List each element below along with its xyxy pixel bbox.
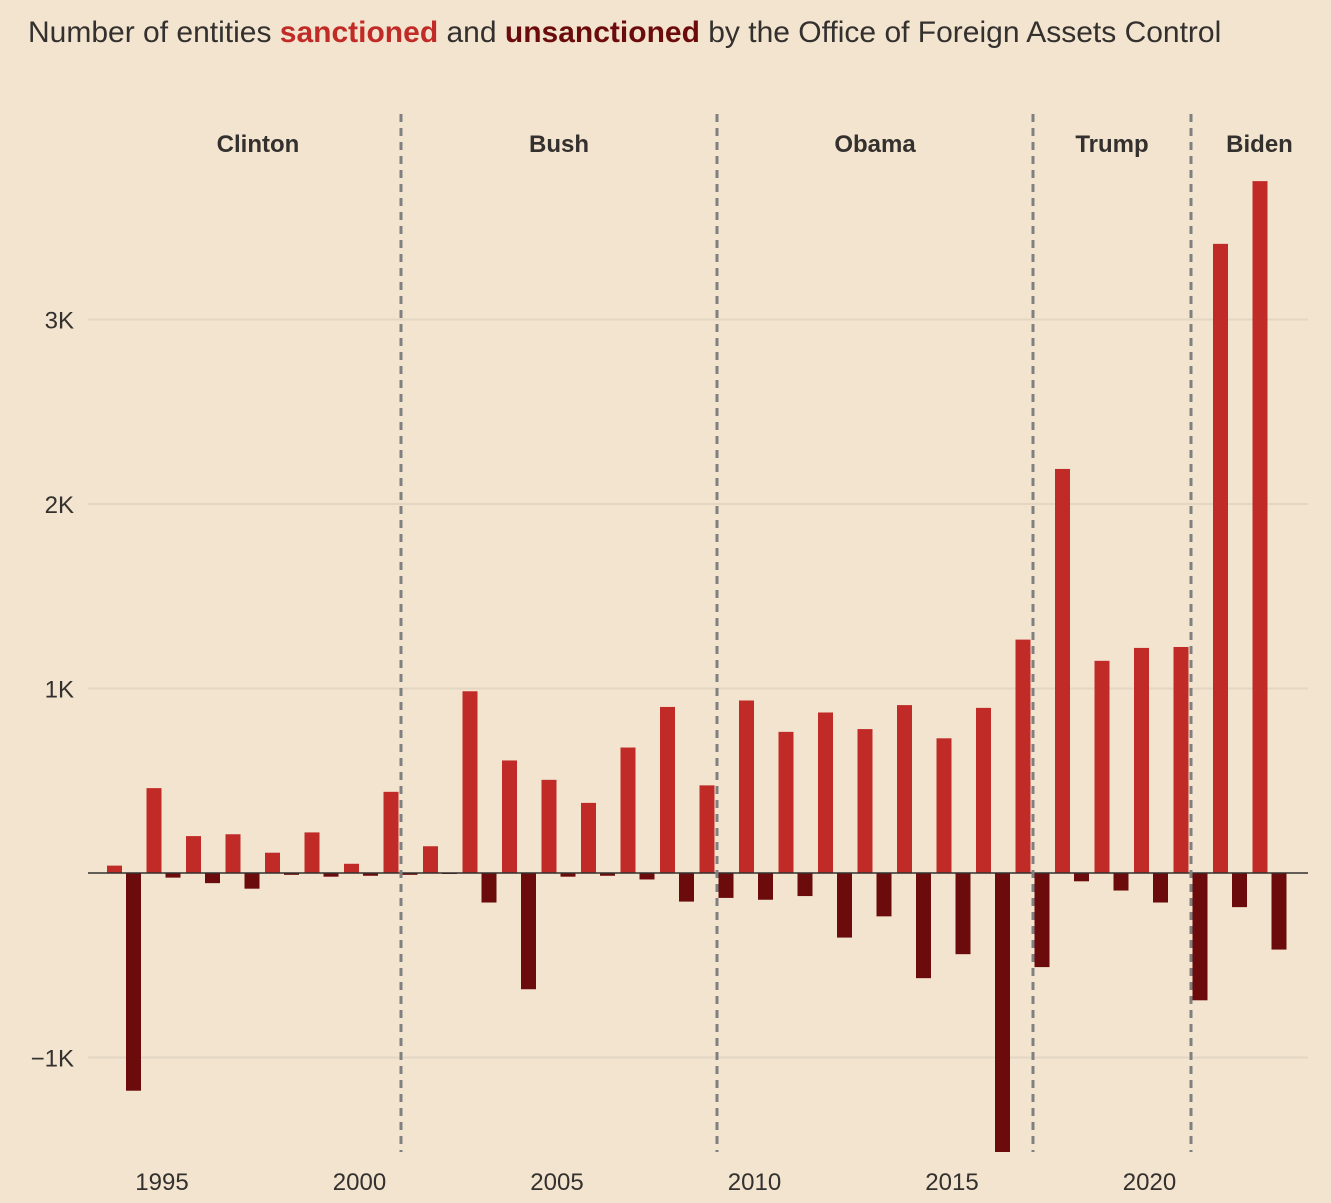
bar-sanctioned xyxy=(581,802,596,873)
x-tick-label: 1995 xyxy=(135,1169,188,1196)
bar-sanctioned xyxy=(778,731,794,873)
x-tick-label: 2010 xyxy=(728,1169,781,1196)
legend-sanctioned: sanctioned xyxy=(279,16,439,49)
bar-sanctioned xyxy=(976,707,991,873)
bar-unsanctioned xyxy=(205,873,220,884)
bar-unsanctioned xyxy=(363,873,378,876)
bar-sanctioned xyxy=(186,836,201,873)
title-prefix: Number of entities xyxy=(28,16,280,49)
period-label: Trump xyxy=(1075,131,1148,158)
bar-unsanctioned xyxy=(1232,873,1247,908)
bar-unsanctioned xyxy=(1034,873,1050,968)
title-suffix: by the Office of Foreign Assets Control xyxy=(699,16,1222,49)
bar-sanctioned xyxy=(344,863,359,873)
bar-unsanctioned xyxy=(916,873,931,979)
bar-sanctioned xyxy=(739,700,754,873)
y-tick-label: −1K xyxy=(31,1046,74,1073)
bar-unsanctioned xyxy=(600,873,615,876)
bar-unsanctioned xyxy=(244,873,260,889)
x-tick-label: 2015 xyxy=(925,1169,978,1196)
bar-sanctioned xyxy=(1055,468,1070,873)
bar-unsanctioned xyxy=(679,873,694,902)
y-tick-label: 1K xyxy=(45,677,74,704)
bar-sanctioned xyxy=(462,691,478,873)
legend-unsanctioned: unsanctioned xyxy=(504,16,700,49)
bar-unsanctioned xyxy=(323,873,339,877)
bar-sanctioned xyxy=(1173,646,1189,873)
bar-sanctioned xyxy=(541,779,557,873)
bar-sanctioned xyxy=(383,791,399,873)
bar-sanctioned xyxy=(620,747,636,873)
bar-sanctioned xyxy=(1252,181,1268,873)
bar-sanctioned xyxy=(304,832,320,873)
chart-title: Number of entities sanctioned and unsanc… xyxy=(28,12,1308,54)
bar-sanctioned xyxy=(1094,660,1110,873)
bar-sanctioned xyxy=(699,785,715,873)
title-middle: and xyxy=(438,16,505,49)
bar-unsanctioned xyxy=(797,873,813,897)
bar-unsanctioned xyxy=(521,873,536,990)
bar-unsanctioned xyxy=(1113,873,1129,891)
bar-sanctioned xyxy=(1015,639,1031,873)
bar-unsanctioned xyxy=(402,873,418,875)
bar-sanctioned xyxy=(1134,647,1149,873)
x-tick-label: 2005 xyxy=(530,1169,583,1196)
bar-sanctioned xyxy=(818,712,833,873)
bar-sanctioned xyxy=(225,834,241,873)
period-label: Obama xyxy=(834,131,916,158)
bar-unsanctioned xyxy=(876,873,892,917)
bar-sanctioned xyxy=(502,760,517,873)
bar-sanctioned xyxy=(265,852,280,873)
bar-sanctioned xyxy=(897,705,912,873)
bar-unsanctioned xyxy=(126,873,141,1091)
bar-unsanctioned xyxy=(639,873,655,880)
bar-sanctioned xyxy=(146,788,162,873)
bar-unsanctioned xyxy=(1074,873,1089,882)
x-tick-label: 2000 xyxy=(333,1169,386,1196)
bar-sanctioned xyxy=(660,706,675,873)
y-tick-label: 2K xyxy=(45,492,74,519)
x-tick-label: 2020 xyxy=(1123,1169,1176,1196)
bar-unsanctioned xyxy=(560,873,576,877)
bar-unsanctioned xyxy=(284,873,299,875)
bar-sanctioned xyxy=(936,738,952,873)
y-tick-label: 3K xyxy=(45,308,74,335)
bar-unsanctioned xyxy=(165,873,181,878)
bar-unsanctioned xyxy=(955,873,971,955)
bar-unsanctioned xyxy=(758,873,773,900)
period-label: Bush xyxy=(529,131,589,158)
bar-unsanctioned xyxy=(1192,873,1208,1001)
period-label: Clinton xyxy=(217,131,300,158)
bar-unsanctioned xyxy=(995,873,1010,1152)
bar-unsanctioned xyxy=(718,873,734,898)
period-label: Biden xyxy=(1226,131,1293,158)
bar-unsanctioned xyxy=(1153,873,1168,903)
bar-unsanctioned xyxy=(481,873,497,903)
bar-sanctioned xyxy=(423,846,438,873)
bar-sanctioned xyxy=(857,729,873,873)
bar-unsanctioned xyxy=(837,873,852,938)
bar-sanctioned xyxy=(1213,243,1228,874)
bar-sanctioned xyxy=(107,865,122,873)
bar-unsanctioned xyxy=(1271,873,1287,950)
